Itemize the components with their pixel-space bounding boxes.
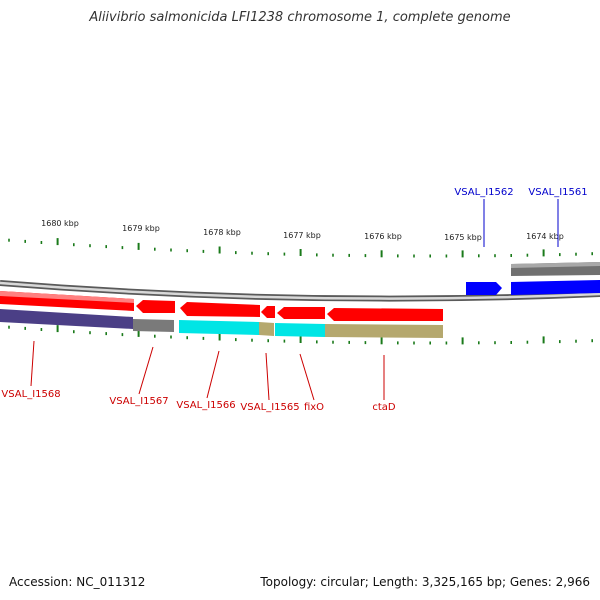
- feature-block: [325, 324, 443, 338]
- scale-label: 1679 kbp: [122, 224, 160, 233]
- gene-label: ctaD: [372, 402, 396, 413]
- map-title: Aliivibrio salmonicida LFI1238 chromosom…: [89, 10, 511, 25]
- leader-line: [30, 340, 35, 387]
- scale-label: 1680 kbp: [41, 219, 79, 228]
- gene-label: VSAL_I1568: [1, 389, 60, 400]
- feature-block: [133, 319, 174, 332]
- leader-line: [206, 350, 220, 399]
- gene-label: VSAL_I1567: [109, 396, 168, 407]
- reverse-gene-arrow: [327, 308, 443, 321]
- gene-label: VSAL_I1566: [176, 400, 235, 411]
- gene-label: VSAL_I1562: [454, 187, 513, 198]
- leader-line: [138, 346, 154, 395]
- reverse-gene-arrow: [180, 302, 260, 317]
- reverse-gene-arrow: [261, 306, 275, 318]
- leader-line: [299, 353, 315, 401]
- scale-label: 1678 kbp: [203, 228, 241, 237]
- reverse-gene-arrow: [277, 307, 325, 319]
- reverse-gene-highlight: [0, 291, 134, 303]
- scale-label: 1677 kbp: [283, 231, 321, 240]
- feature-block: [179, 320, 259, 335]
- forward-gene-highlight: [511, 262, 600, 268]
- genome-summary: Topology: circular; Length: 3,325,165 bp…: [260, 575, 590, 589]
- reverse-gene-arrow: [136, 300, 175, 313]
- forward-gene-block: [511, 280, 600, 295]
- feature-block: [0, 309, 133, 329]
- scale-label: 1676 kbp: [364, 232, 402, 241]
- gene-label: VSAL_I1561: [528, 187, 587, 198]
- accession-text: Accession: NC_011312: [9, 575, 146, 589]
- scale-label: 1675 kbp: [444, 233, 482, 242]
- gene-label: VSAL_I1565: [240, 402, 299, 413]
- feature-block: [275, 323, 325, 337]
- forward-gene-arrow: [466, 282, 502, 295]
- leader-line: [265, 352, 270, 401]
- scale-ticks-upper: [8, 238, 594, 258]
- feature-block: [259, 322, 274, 336]
- backbone-inner: [0, 281, 600, 300]
- gene-label: fixO: [304, 402, 324, 413]
- scale-label: 1674 kbp: [526, 232, 564, 241]
